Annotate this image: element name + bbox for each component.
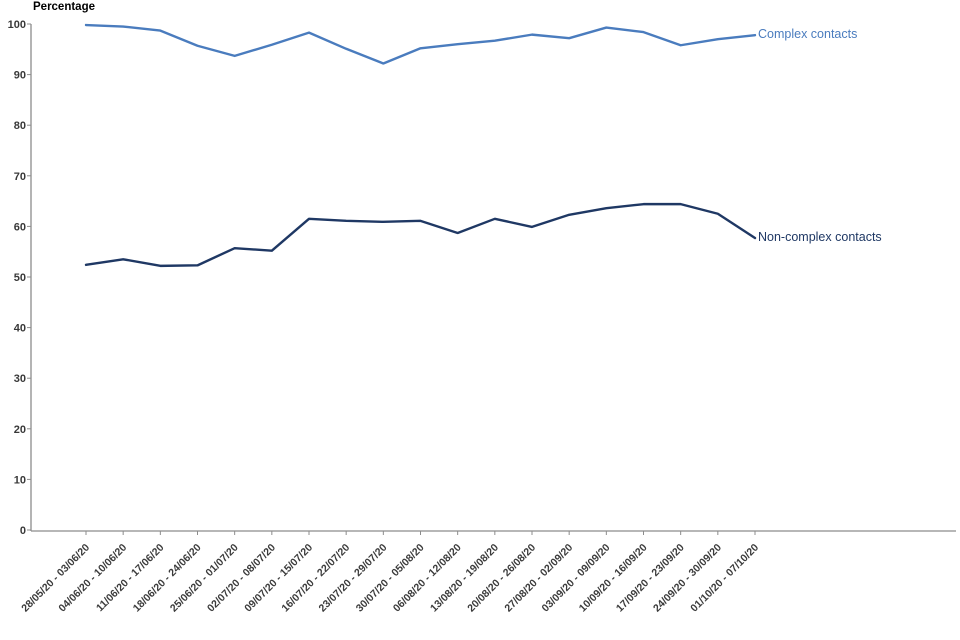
x-tick-label: 04/06/20 - 10/06/20 [56, 542, 129, 615]
y-tick-label: 40 [14, 323, 26, 335]
series-label-complex-contacts: Complex contacts [758, 27, 858, 42]
x-tick-label: 18/06/20 - 24/06/20 [131, 542, 204, 615]
x-tick-label: 25/06/20 - 01/07/20 [168, 542, 241, 615]
x-tick-label: 27/08/20 - 02/09/20 [502, 542, 575, 615]
x-tick-label: 03/09/20 - 09/09/20 [540, 542, 613, 615]
x-tick-label: 17/09/20 - 23/09/20 [614, 542, 687, 615]
y-tick-label: 20 [14, 424, 26, 436]
y-tick-label: 30 [14, 373, 26, 385]
x-tick-label: 13/08/20 - 19/08/20 [428, 542, 501, 615]
x-tick-label: 16/07/20 - 22/07/20 [279, 542, 352, 615]
y-tick-label: 50 [14, 272, 26, 284]
x-tick-label: 24/09/20 - 30/09/20 [651, 542, 724, 615]
x-tick-label: 20/08/20 - 26/08/20 [465, 542, 538, 615]
x-tick-label: 09/07/20 - 15/07/20 [242, 542, 315, 615]
series-line-complex-contacts [84, 23, 757, 65]
y-tick-label: 100 [8, 19, 26, 31]
x-tick-label: 02/07/20 - 08/07/20 [205, 542, 278, 615]
series-line-non-complex-contacts [84, 202, 757, 268]
x-tick-label: 06/08/20 - 12/08/20 [391, 542, 464, 615]
x-tick-label: 28/05/20 - 03/06/20 [19, 542, 92, 615]
x-tick-label: 10/09/20 - 16/09/20 [577, 542, 650, 615]
y-tick-label: 80 [14, 120, 26, 132]
y-tick-label: 10 [14, 474, 26, 486]
y-tick-label: 70 [14, 171, 26, 183]
y-axis-title: Percentage [33, 1, 96, 13]
series-label-non-complex-contacts: Non-complex contacts [758, 230, 882, 245]
x-tick-label: 11/06/20 - 17/06/20 [94, 542, 167, 615]
x-tick-label: 30/07/20 - 05/08/20 [354, 542, 427, 615]
x-tick-label: 01/10/20 - 07/10/20 [688, 542, 761, 615]
y-tick-label: 60 [14, 221, 26, 233]
y-tick-label: 0 [20, 525, 26, 537]
y-tick-label: 90 [14, 70, 26, 82]
x-tick-label: 23/07/20 - 29/07/20 [317, 542, 390, 615]
